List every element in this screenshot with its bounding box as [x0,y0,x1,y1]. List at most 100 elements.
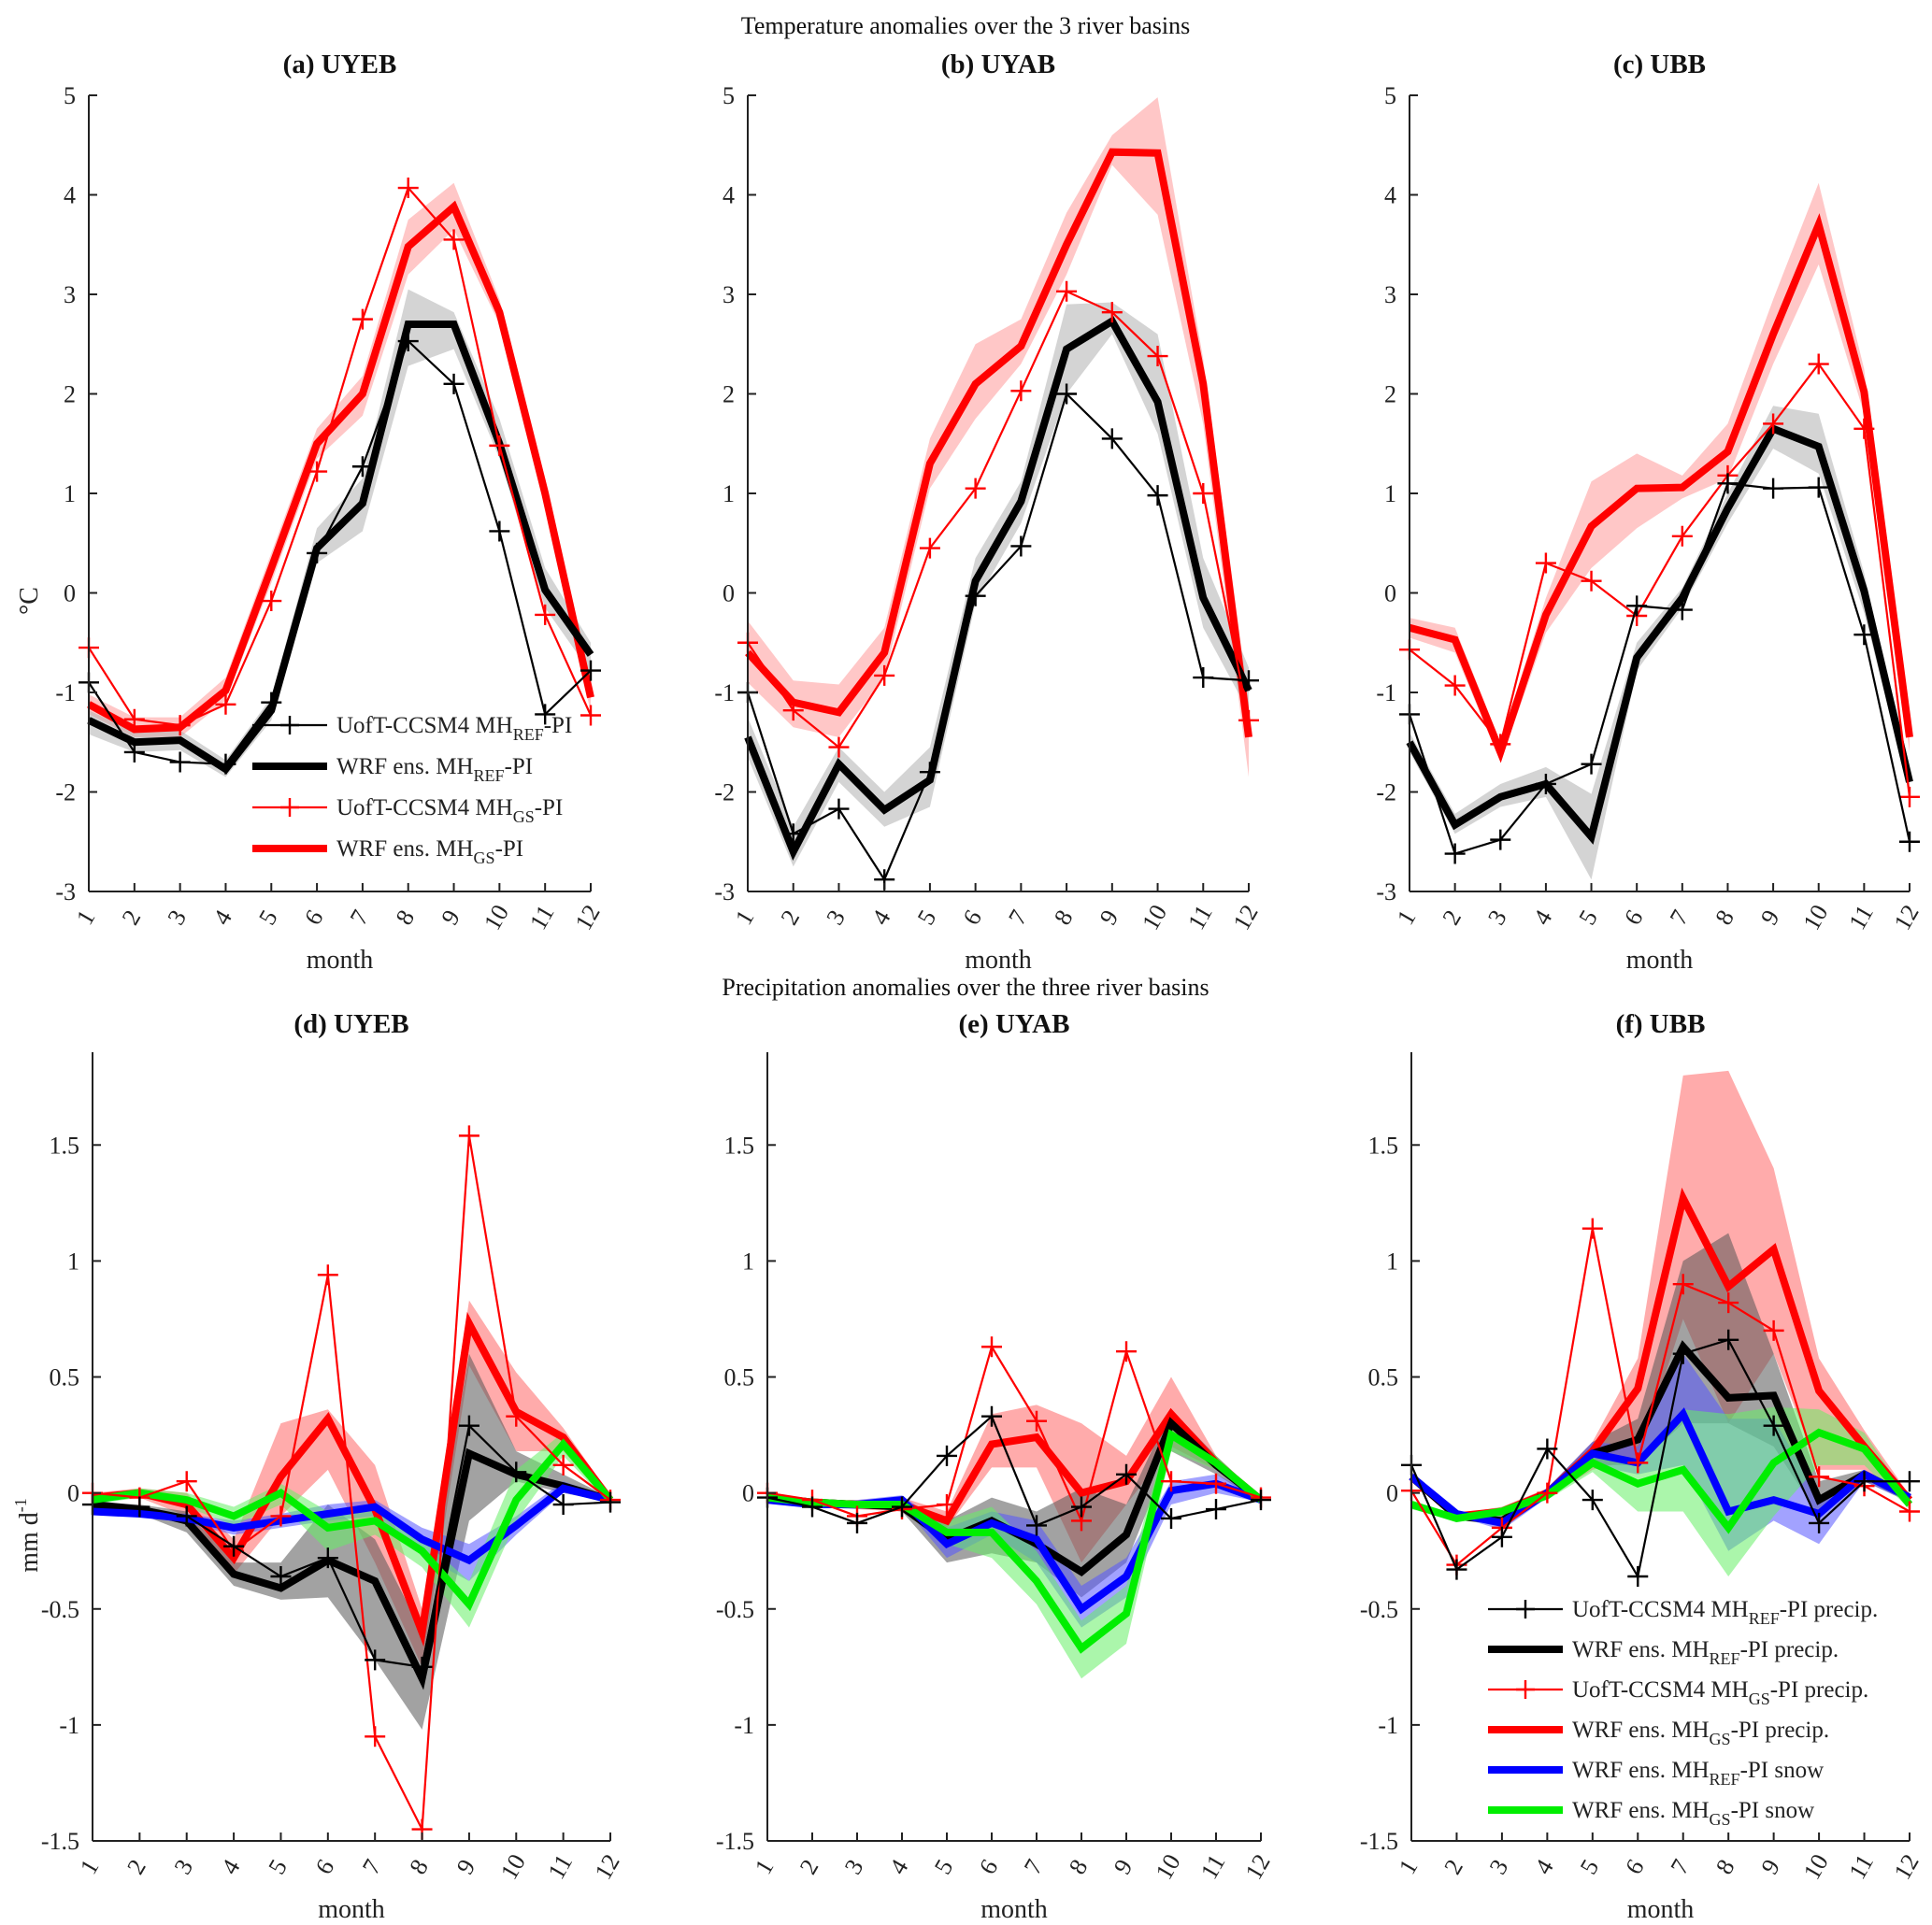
legend-label-main: UofT-CCSM4 MH [1572,1597,1749,1622]
series-line-ccsm_gs [92,1135,611,1833]
band-wrf_ref_snow [767,1474,1261,1628]
series-line-wrf_gs_snow [766,1429,1264,1654]
data-point-ccsm_ref [937,1445,957,1466]
data-point-ccsm_gs [1238,709,1259,731]
data-point-ccsm_ref [535,704,556,725]
data-point-ccsm_ref [223,1535,245,1557]
x-tick-label: 11 [1843,901,1879,934]
y-tick-label: 5 [64,82,76,109]
y-tick-label: 5 [723,82,735,109]
data-point-ccsm_gs [965,478,986,499]
data-point-ccsm_ref [169,751,191,773]
data-point-ccsm_gs [123,708,145,730]
y-tick-label: 2 [723,381,735,408]
legend-label: UofT-CCSM4 MHREF-PI [336,713,572,744]
data-point-ccsm_ref [489,520,510,542]
x-tick-label: 6 [1619,905,1649,930]
data-point-ccsm_ref [1808,477,1829,498]
data-point-ccsm_gs [1581,1218,1603,1239]
x-tick-label: 2 [1438,1855,1468,1879]
legend-label-tail: -PI [535,795,564,820]
x-tick-label: 1 [1394,1855,1424,1879]
data-point-ccsm_ref [261,692,282,713]
x-axis-label: month [1627,1895,1695,1924]
legend-label-tail: -PI precip. [1770,1677,1869,1703]
data-point-ccsm_ref [1581,753,1602,775]
y-tick-label: -1 [55,679,76,706]
x-tick-label: 7 [1665,905,1695,930]
data-point-ccsm_ref [317,1547,338,1569]
band-wrf_ref [89,289,591,777]
x-tick-label: 6 [310,1855,340,1879]
y-tick-label: 0 [67,1480,79,1507]
data-point-ccsm_ref [828,798,850,820]
data-point-ccsm_ref [1626,595,1648,617]
data-point-ccsm_gs [1899,1501,1920,1522]
x-tick-label: 3 [839,1855,869,1879]
x-tick-label: 11 [524,901,560,934]
x-tick-label: 5 [929,1855,959,1879]
x-tick-label: 4 [1529,1855,1559,1879]
panel-e: (e) UYAB-1.5-1-0.500.511.51 2 3 4 5 6 7 8 9 10 11 1… [716,1009,1276,1924]
y-tick-label: -1 [714,679,735,706]
x-tick-label: 9 [436,905,465,930]
x-tick-label: 2 [794,1855,824,1879]
legend-label: UofT-CCSM4 MHREF-PI precip. [1572,1597,1878,1628]
x-tick-label: 4 [1528,905,1558,930]
data-point-ccsm_gs [874,664,895,686]
y-tick-label: 5 [1384,82,1396,109]
x-tick-label: 2 [1437,905,1467,930]
y-axis-label-main: °C [15,587,44,615]
legend-label-subscript: REF [1710,1649,1740,1668]
x-tick-label: 2 [776,905,806,930]
legend-label-subscript: REF [1710,1770,1740,1789]
data-point-ccsm_ref [365,1649,386,1671]
x-tick-label: 3 [1484,1855,1514,1879]
panel-title: (d) UYEB [293,1009,408,1039]
data-point-ccsm_gs [535,604,556,625]
x-tick-label: 2 [122,1855,151,1879]
data-point-ccsm_gs [782,700,804,721]
data-point-ccsm_gs [489,435,510,456]
y-tick-label: -2 [55,779,76,806]
y-axis-label: mm d-1 [11,1498,44,1573]
x-tick-label: 9 [451,1855,481,1879]
legend-item-wrf_ref: WRF ens. MHREF-PI precip. [1488,1637,1839,1668]
data-point-ccsm_ref [892,1496,912,1518]
y-tick-label: -3 [1376,878,1396,905]
x-axis-label: month [965,946,1032,975]
series-line-wrf_gs [745,148,1252,738]
x-tick-label: 12 [570,900,606,934]
legend-label-subscript: REF [1749,1609,1780,1628]
y-tick-label: 1.5 [50,1132,80,1159]
data-point-ccsm_ref [1071,1496,1092,1518]
data-point-ccsm_ref [1444,843,1466,864]
x-tick-label: 12 [1240,1849,1276,1884]
data-point-ccsm_ref [1899,1471,1920,1492]
legend-label-tail: -PI [505,754,534,779]
panel-f: (f) UBB-1.5-1-0.500.511.51 2 3 4 5 6 7 8 9 10 11 12… [1360,1009,1925,1924]
data-point-ccsm_gs [1809,1466,1830,1488]
y-tick-label: 1.5 [724,1132,755,1159]
data-point-ccsm_ref [458,1415,479,1436]
y-tick-label: 0 [64,580,76,607]
y-tick-label: 0.5 [50,1364,80,1391]
y-tick-label: 1 [723,480,735,507]
legend-label-tail: -PI [544,713,573,738]
legend-item-wrf_ref_snow: WRF ens. MHREF-PI snow [1488,1758,1824,1789]
y-tick-label: 4 [1384,182,1396,209]
data-point-ccsm_gs [176,1471,197,1492]
y-tick-label: -1 [59,1712,79,1739]
data-point-ccsm_ref [600,1491,621,1513]
y-axis-label-main: mm d [15,1512,44,1573]
x-tick-label: 1 [1392,905,1422,930]
data-point-ccsm_gs [580,705,601,726]
y-tick-label: -0.5 [41,1596,79,1623]
series-line-wrf_ref [1406,423,1913,845]
x-tick-label: 9 [1095,905,1124,930]
data-point-ccsm_gs [1010,380,1032,402]
data-point-ccsm_ref [1627,1566,1649,1588]
panel-title: (b) UYAB [941,50,1055,79]
legend-label-main: UofT-CCSM4 MH [336,713,513,738]
